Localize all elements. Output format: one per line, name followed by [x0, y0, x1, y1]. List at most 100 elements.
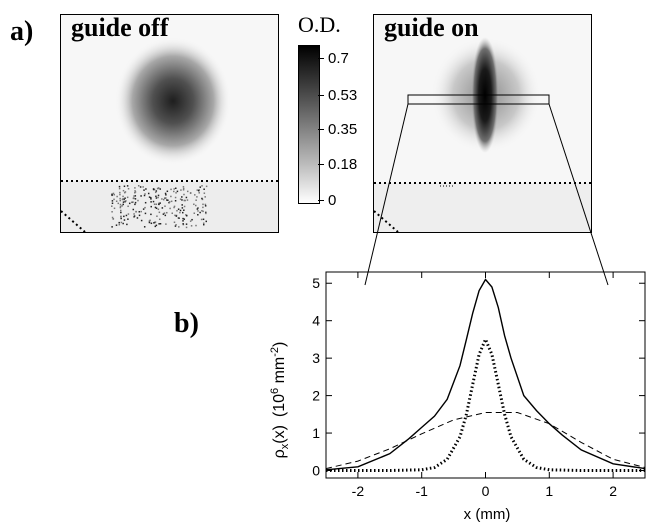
noise-speckle — [170, 195, 172, 198]
noise-speckle — [127, 218, 129, 220]
noise-speckle — [176, 190, 179, 193]
noise-speckle — [157, 208, 160, 211]
noise-speckle — [155, 197, 158, 199]
noise-speckle — [150, 213, 152, 216]
panel-b-label: b) — [174, 308, 199, 339]
colorbar-title: O.D. — [298, 12, 341, 37]
noise-speckle — [158, 223, 160, 225]
noise-speckle — [113, 193, 116, 196]
noise-speckle — [119, 197, 121, 200]
noise-speckle — [125, 200, 127, 202]
noise-speckle — [118, 223, 121, 226]
image-title-guide-off: guide off — [71, 14, 169, 42]
noise-speckle — [152, 200, 155, 203]
noise-speckle — [150, 196, 152, 199]
noise-speckle — [152, 188, 155, 190]
noise-speckle — [202, 210, 204, 213]
noise-speckle — [202, 203, 204, 206]
noise-speckle — [197, 207, 199, 209]
noise-speckle — [190, 225, 193, 227]
noise-speckle — [159, 223, 162, 225]
noise-speckle — [175, 215, 178, 217]
noise-speckle — [111, 216, 114, 219]
noise-speckle — [189, 220, 192, 222]
noise-speckle — [183, 193, 185, 196]
noise-speckle — [202, 206, 204, 209]
noise-speckle — [194, 194, 196, 196]
noise-speckle — [186, 190, 189, 193]
noise-speckle — [164, 205, 166, 207]
image-title-guide-on: guide on — [384, 14, 479, 42]
noise-speckle — [166, 190, 169, 193]
colorbar-tick — [318, 164, 324, 165]
noise-speckle — [155, 224, 158, 227]
noise-speckle — [126, 223, 128, 226]
noise-speckle — [126, 196, 129, 199]
noise-speckle — [204, 205, 207, 207]
noise-speckle — [158, 202, 160, 205]
noise-speckle — [118, 185, 121, 188]
noise-speckle — [122, 201, 125, 203]
noise-speckle — [202, 222, 205, 225]
noise-speckle — [111, 202, 114, 205]
x-tick-label: 2 — [609, 483, 617, 499]
noise-speckle — [201, 197, 203, 200]
noise-speckle — [202, 218, 205, 221]
noise-speckle — [189, 192, 192, 194]
noise-speckle — [153, 188, 156, 191]
noise-speckle — [117, 202, 120, 205]
noise-speckle — [170, 188, 172, 191]
colorbar-tick — [318, 58, 324, 59]
noise-speckle — [120, 215, 122, 218]
noise-speckle — [112, 218, 114, 220]
noise-speckle — [166, 211, 168, 214]
noise-speckle — [139, 186, 142, 188]
colorbar-label-0.18: 0.18 — [328, 156, 358, 173]
noise-speckle — [200, 218, 203, 221]
image-guide-off: guide off — [60, 14, 279, 233]
noise-speckle — [133, 195, 135, 197]
noise-speckle — [131, 201, 133, 204]
noise-speckle — [173, 206, 175, 209]
noise-speckle — [182, 223, 184, 225]
noise-speckle — [144, 212, 147, 215]
series-line-dashed — [325, 412, 646, 470]
noise-speckle — [163, 212, 166, 214]
noise-speckle — [193, 203, 195, 206]
noise-speckle — [122, 195, 124, 198]
noise-speckle — [144, 206, 146, 209]
noise-speckle — [112, 192, 115, 195]
noise-speckle — [183, 199, 186, 202]
noise-speckle — [155, 203, 158, 206]
noise-speckle — [158, 211, 161, 214]
noise-speckle — [173, 190, 175, 193]
noise-speckle — [176, 209, 178, 212]
noise-speckle — [181, 207, 184, 209]
noise-speckle — [169, 207, 171, 210]
noise-speckle — [134, 191, 137, 193]
noise-speckle — [173, 188, 175, 190]
noise-speckle — [154, 225, 157, 228]
noise-speckle — [138, 211, 141, 213]
noise-speckle — [182, 186, 185, 188]
noise-speckle — [137, 185, 140, 187]
noise-speckle — [167, 199, 169, 201]
x-tick-label: 1 — [545, 483, 553, 499]
noise-speckle — [185, 196, 188, 199]
noise-speckle — [155, 207, 158, 209]
noise-speckle — [147, 192, 150, 195]
noise-speckle — [182, 217, 184, 220]
colorbar-label-0.35: 0.35 — [328, 121, 358, 138]
noise-speckle — [205, 185, 208, 188]
noise-speckle — [134, 198, 137, 200]
series-line-dotted — [326, 335, 645, 472]
noise-speckle — [119, 191, 121, 194]
panel-a-label: a) — [10, 16, 34, 47]
noise-speckle — [197, 214, 199, 216]
noise-speckle — [138, 214, 141, 217]
noise-speckle — [118, 187, 121, 190]
noise-speckle — [198, 192, 200, 194]
noise-speckle — [164, 197, 166, 199]
noise-speckle — [148, 221, 151, 224]
noise-speckle — [196, 208, 199, 210]
